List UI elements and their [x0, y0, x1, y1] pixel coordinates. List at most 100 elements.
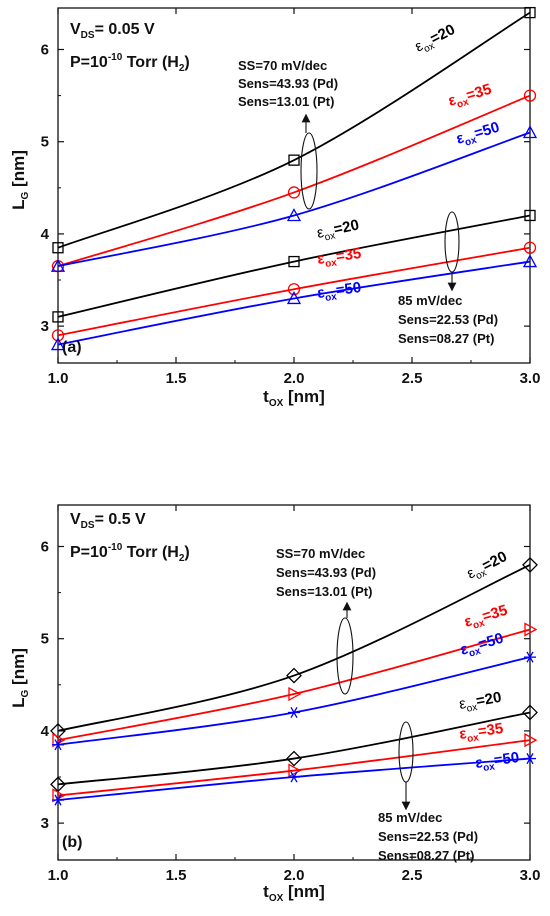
marker-asterisk-stroke [526, 651, 534, 663]
series-label-value: =50 [472, 119, 501, 143]
y-axis-label-unit: [nm] [9, 150, 28, 192]
series-label-sub: ox [474, 568, 488, 583]
annotation-upper-line: SS=70 mV/dec [276, 546, 365, 561]
series-eps-ox-35-ss85: εox=35 [52, 720, 538, 803]
y-tick-label: 4 [41, 723, 50, 740]
x-tick-label: 2.0 [284, 867, 305, 884]
condition-vds-value: = 0.5 V [95, 511, 146, 528]
marker-diamond [522, 704, 538, 721]
marker-triangle [50, 258, 66, 272]
x-axis-label-unit: [nm] [283, 387, 325, 406]
series-eps-ox-50-ss85: εox=50 [52, 749, 536, 806]
y-axis-label-sub: G [20, 191, 31, 199]
series-label-sub: ox [324, 291, 338, 304]
y-axis-label-unit: [nm] [9, 648, 28, 690]
marker-triangle-right [524, 733, 538, 748]
series-label-symbol: ε [474, 754, 483, 772]
series-line [57, 739, 531, 797]
marker-circle [287, 186, 301, 199]
y-tick-label: 3 [41, 815, 49, 832]
marker-triangle [522, 254, 538, 268]
series-label-sub: ox [482, 761, 496, 774]
marker-triangle [522, 125, 538, 139]
group-ellipse-upper [300, 132, 318, 210]
condition-vds: VDS= 0.05 V [70, 21, 155, 41]
annotation-lower-line: Sens=08.27 (Pt) [378, 848, 474, 863]
condition-vds-value: = 0.05 V [95, 21, 155, 38]
marker-diamond [522, 557, 538, 573]
marker-asterisk-stroke [526, 753, 534, 765]
y-tick-label: 6 [41, 538, 49, 555]
y-axis-label-main: L [9, 199, 28, 209]
y-axis-label: LG [nm] [9, 150, 31, 210]
series-eps-ox-20-ss85: εox=20 [50, 689, 538, 793]
series-line [57, 711, 531, 786]
x-tick-label: 1.0 [48, 370, 69, 387]
marker-square [524, 6, 536, 19]
annotation-upper-line: SS=70 mV/dec [238, 58, 327, 73]
x-axis-label-main: t [263, 882, 269, 901]
y-axis-label: LG [nm] [9, 648, 31, 708]
series-eps-ox-20-ss85: εox=20 [52, 209, 536, 323]
marker-circle [287, 283, 301, 296]
series-line [57, 246, 531, 337]
annotation-lower-line: Sens=22.53 (Pd) [378, 829, 478, 844]
series-label-sub: ox [466, 732, 480, 745]
panel-tag: (a) [62, 339, 82, 356]
series-label-sub: ox [324, 257, 338, 270]
series-line [57, 260, 531, 346]
marker-circle [523, 89, 537, 102]
condition-pressure-main: P=10 [70, 54, 108, 71]
annotation-upper-line: Sens=13.01 (Pt) [238, 94, 334, 109]
series-eps-ox-50-ss70: εox=50 [52, 630, 536, 751]
series-label: εox=35 [446, 81, 494, 113]
series-label: εox=35 [316, 245, 363, 271]
series-label: εox=35 [458, 720, 505, 746]
x-tick-label: 1.0 [48, 867, 69, 884]
series-label-sub: ox [466, 702, 478, 715]
series-label: εox=50 [474, 749, 521, 775]
condition-vds-sub: DS [81, 30, 95, 41]
series-eps-ox-35-ss85: εox=35 [51, 241, 537, 342]
series-eps-ox-50-ss70: εox=50 [50, 119, 538, 272]
condition-pressure-exp: -10 [108, 52, 123, 63]
condition-vds: VDS= 0.5 V [70, 511, 146, 531]
series-label-value: =35 [335, 245, 363, 265]
marker-triangle-right [524, 622, 538, 637]
series-line [57, 628, 531, 742]
condition-pressure-unit: Torr (H [122, 544, 179, 561]
condition-pressure-main: P=10 [70, 544, 108, 561]
marker-triangle-right [288, 686, 302, 702]
series-line [57, 564, 531, 732]
marker-diamond [286, 750, 302, 767]
series-label-sub: ox [472, 618, 487, 632]
marker-square [52, 311, 64, 323]
marker-triangle-right [288, 763, 302, 778]
y-tick-label: 4 [41, 226, 50, 243]
marker-diamond [50, 722, 66, 739]
annotation-lower-line: Sens=08.27 (Pt) [398, 331, 494, 346]
marker-square [524, 209, 536, 222]
x-tick-label: 3.0 [520, 867, 541, 884]
marker-square [52, 242, 64, 254]
marker-triangle [286, 208, 302, 222]
series-label-sub: ox [422, 41, 436, 56]
condition-pressure-sub: 2 [179, 553, 185, 564]
annotation-lower-line: Sens=22.53 (Pd) [398, 312, 498, 327]
x-axis-label: tOX [nm] [263, 387, 325, 409]
condition-pressure-tail: ) [184, 54, 189, 71]
marker-circle [523, 241, 537, 254]
series-eps-ox-35-ss70: ε ox=35 [51, 81, 537, 273]
series-label-sub: ox [468, 646, 483, 660]
series-label-symbol: ε [458, 695, 468, 713]
marker-square [288, 255, 300, 268]
x-axis-label-unit: [nm] [283, 882, 325, 901]
series-label-value: =35 [477, 720, 505, 740]
series-line [57, 214, 531, 318]
series-line [57, 94, 531, 268]
x-tick-label: 2.0 [284, 370, 305, 387]
series-label-symbol: ε [446, 91, 458, 109]
condition-pressure-sub: 2 [179, 63, 185, 74]
